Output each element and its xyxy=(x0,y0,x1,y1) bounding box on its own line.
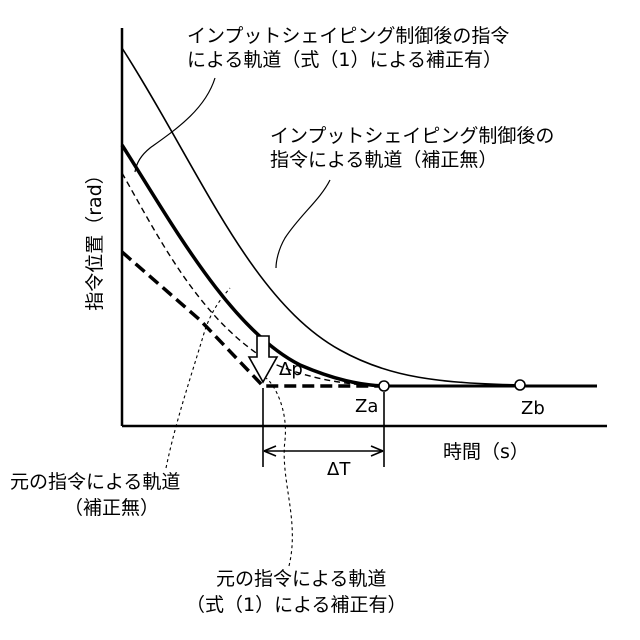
label-original-corrected-line2: （式（1）による補正有） xyxy=(186,594,407,616)
curve-original-corrected xyxy=(122,252,384,386)
x-axis-label: 時間（s） xyxy=(443,441,529,463)
point-za-marker xyxy=(379,381,389,391)
label-shaped-uncorrected-line2: 指令による軌道（補正無） xyxy=(270,149,497,171)
label-shaped-corrected-line1: インプットシェイピング制御後の指令 xyxy=(187,25,509,47)
leader-original-uncorrected xyxy=(166,288,230,468)
curve-shaped-uncorrected xyxy=(122,48,520,385)
label-original-corrected-line1: 元の指令による軌道 xyxy=(216,568,386,590)
leader-shaped-uncorrected xyxy=(276,180,330,268)
y-axis-label: 指令位置（rad） xyxy=(84,165,106,311)
point-zb-label: Zb xyxy=(521,398,545,419)
delta-t-label: ΔT xyxy=(327,459,351,480)
leader-original-corrected xyxy=(266,378,292,566)
label-shaped-corrected-line2: による軌道（式（1）による補正有） xyxy=(187,49,502,71)
label-shaped-uncorrected-line1: インプットシェイピング制御後の xyxy=(270,125,554,147)
label-original-uncorrected-line1: 元の指令による軌道 xyxy=(10,471,180,493)
point-zb-marker xyxy=(515,380,525,390)
label-original-uncorrected-line2: （補正無） xyxy=(64,497,159,519)
delta-p-label: Δp xyxy=(279,359,303,380)
leader-shaped-corrected xyxy=(135,78,215,172)
point-za-label: Za xyxy=(355,396,378,417)
